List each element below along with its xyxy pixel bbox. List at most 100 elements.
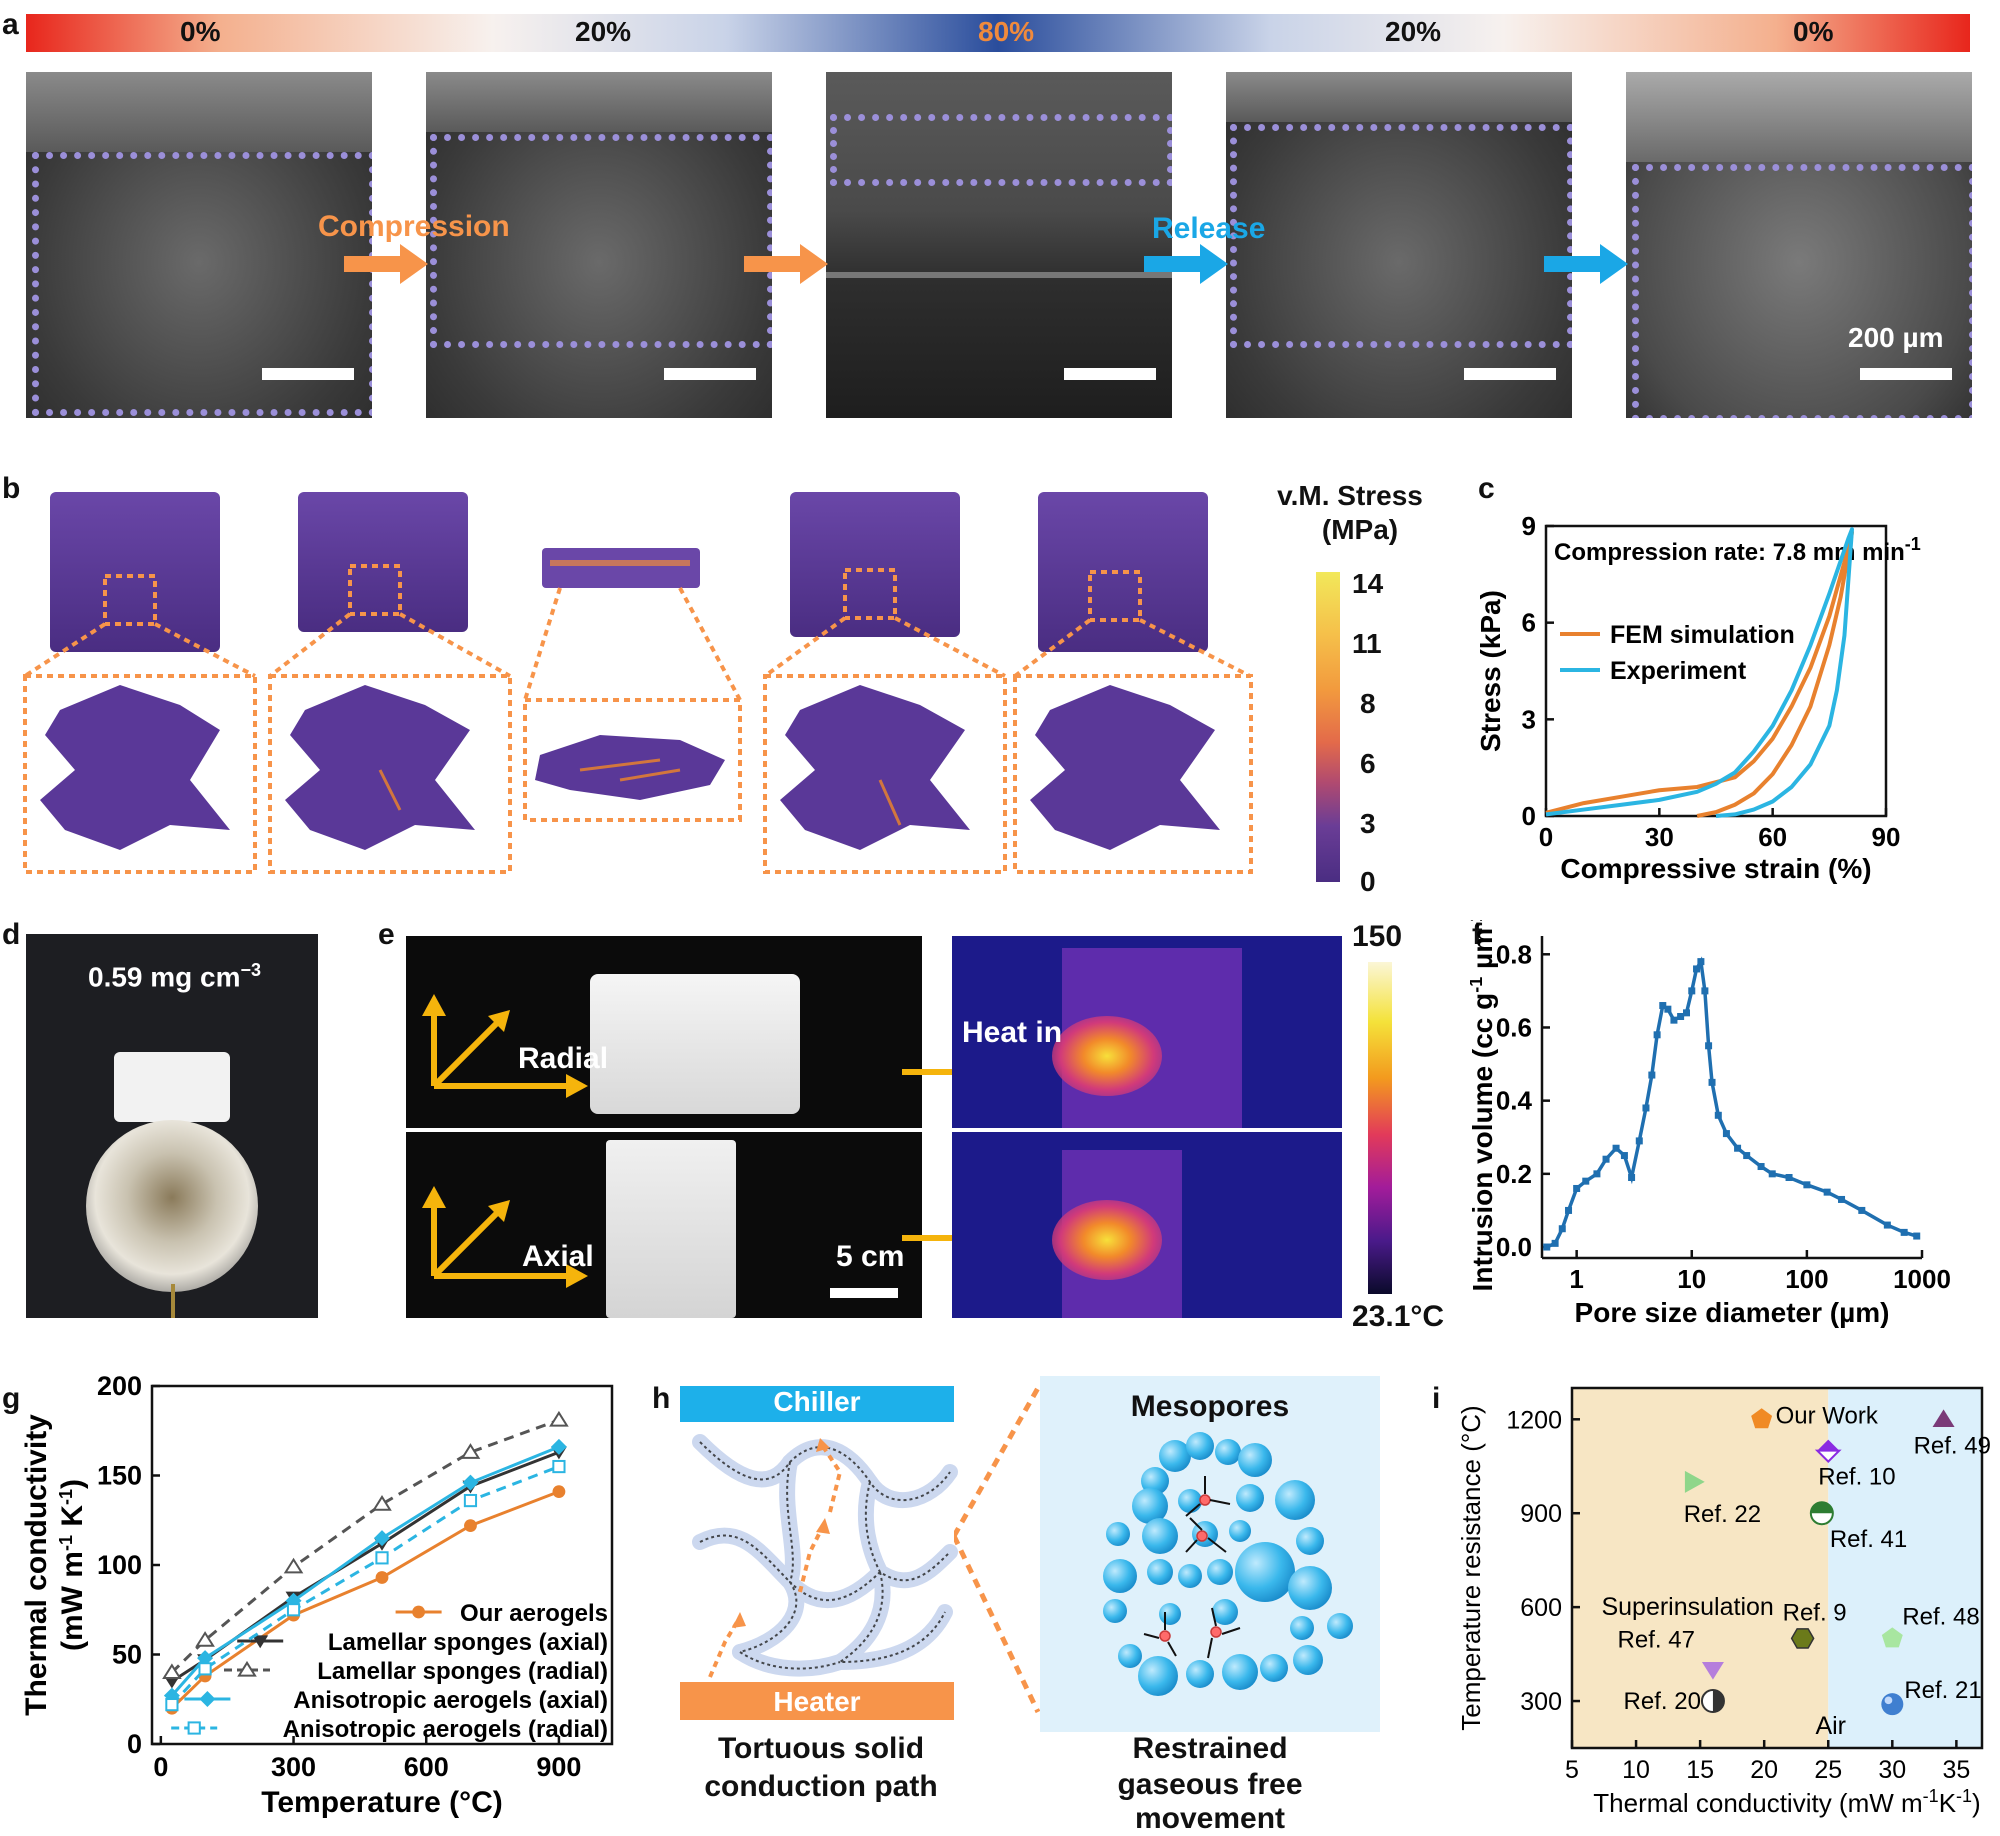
- chiller-label: Chiller: [773, 1386, 861, 1417]
- sem-image-3: [826, 72, 1172, 418]
- compression-arrow-2: [744, 244, 828, 284]
- y-tick-label: 0.6: [1496, 1012, 1532, 1042]
- data-point: [1743, 1152, 1751, 1160]
- mesopores-label: Mesopores: [1130, 1390, 1290, 1423]
- sem-image-4: [1226, 72, 1572, 418]
- compression-arrow-1: [344, 244, 428, 284]
- y-tick-label: 300: [1520, 1688, 1562, 1716]
- legend-label-1: FEM simulation: [1610, 621, 1795, 649]
- strain-label-2: 20%: [575, 16, 632, 47]
- data-point: [1648, 1071, 1656, 1079]
- data-point: [552, 1485, 566, 1499]
- x-tick-label: 20: [1750, 1756, 1778, 1784]
- legend-marker-1: [412, 1605, 425, 1619]
- cbar-min-label: 23.1°C: [1352, 1300, 1445, 1333]
- panel-label-i: i: [1432, 1382, 1441, 1415]
- x-tick-label: 600: [404, 1752, 449, 1782]
- y-tick-label: 1200: [1506, 1406, 1562, 1434]
- legend-label-1: Our aerogels: [460, 1600, 608, 1627]
- data-point: [1688, 987, 1696, 995]
- compression-label: Compression: [318, 210, 510, 243]
- release-label: Release: [1152, 212, 1266, 245]
- sem-image-5: 200 µm: [1626, 72, 1972, 418]
- data-point-3: [1814, 1439, 1842, 1464]
- point-label-7: Ref. 48: [1902, 1603, 1979, 1630]
- data-point: [1573, 1184, 1581, 1192]
- data-point: [1714, 1111, 1722, 1119]
- data-point-9: [1700, 1689, 1725, 1714]
- data-point: [1635, 1137, 1643, 1145]
- x-axis-label: Compressive strain (%): [1560, 853, 1871, 884]
- x-tick-label: 0: [1539, 822, 1553, 852]
- x-tick-label: 10: [1677, 1264, 1706, 1294]
- data-point-2: [1932, 1409, 1955, 1428]
- data-point: [1620, 1152, 1628, 1160]
- strain-label-3: 80%: [978, 16, 1035, 47]
- x-tick-label: 30: [1878, 1756, 1906, 1784]
- data-point: [1551, 1239, 1559, 1247]
- data-point: [285, 1592, 302, 1609]
- point-label-6: Ref. 9: [1783, 1599, 1847, 1626]
- panel-label-b: b: [2, 472, 21, 505]
- data-point: [1593, 1170, 1601, 1178]
- plot-frame: [1570, 1386, 1984, 1750]
- scale-bar-label: 200 µm: [1848, 322, 1944, 353]
- data-point: [1670, 1016, 1678, 1024]
- colorbar-tick-3: 3: [1360, 808, 1376, 839]
- y-tick-label: 0: [127, 1729, 142, 1759]
- x-tick-label: 300: [271, 1752, 316, 1782]
- x-axis-label: Temperature (°C): [261, 1786, 502, 1819]
- strain-label-4: 20%: [1385, 16, 1442, 47]
- legend-label-5: Anisotropic aerogels (radial): [283, 1716, 608, 1743]
- panel-label-g: g: [2, 1382, 21, 1415]
- y-tick-label: 0.4: [1496, 1086, 1533, 1116]
- data-point: [1701, 987, 1709, 995]
- panel-label-c: c: [1478, 472, 1495, 505]
- data-point: [1642, 1104, 1650, 1112]
- cube-3-compressed: [542, 548, 700, 588]
- data-point-7: [1881, 1627, 1903, 1648]
- data-point: [1913, 1232, 1921, 1240]
- colorbar-tick-8: 8: [1360, 688, 1376, 719]
- y-tick-label: 3: [1522, 704, 1536, 734]
- aerogel-block: [114, 1052, 230, 1122]
- data-point: [464, 1519, 477, 1533]
- y-axis-label: Intrusion volume (cc g-1 µm-1): [1470, 920, 1498, 1291]
- caption-right-3: movement: [1134, 1802, 1286, 1835]
- y-tick-label: 9: [1522, 511, 1536, 541]
- legend-marker-3: [237, 1660, 257, 1677]
- colorbar-title-2: (MPa): [1321, 514, 1399, 545]
- y-tick-label: 6: [1522, 608, 1536, 638]
- legend-label-4: Anisotropic aerogels (axial): [293, 1687, 608, 1714]
- density-label: 0.59 mg cm−3: [88, 960, 262, 993]
- point-label-2: Ref. 49: [1914, 1432, 1991, 1459]
- data-point-4: [1684, 1470, 1705, 1493]
- data-point: [549, 1410, 569, 1427]
- data-point: [1785, 1174, 1793, 1181]
- y-tick-label: 900: [1520, 1500, 1562, 1528]
- thermal-image-radial: [952, 936, 1342, 1128]
- cbar-max-label: 150: [1352, 920, 1403, 953]
- strain-gradient-bar: [26, 14, 1970, 52]
- series-line-2: [1545, 527, 1854, 818]
- data-point: [374, 1530, 390, 1547]
- y-tick-label: 100: [97, 1550, 142, 1580]
- data-point: [1768, 1170, 1776, 1178]
- data-point: [1883, 1221, 1891, 1229]
- data-point: [1803, 1181, 1811, 1189]
- data-point-5: [1809, 1501, 1834, 1526]
- y-tick-label: 200: [97, 1371, 142, 1401]
- data-point: [162, 1663, 182, 1679]
- point-label-4: Ref. 22: [1684, 1501, 1761, 1528]
- data-point: [165, 1698, 179, 1712]
- data-point: [1582, 1177, 1590, 1185]
- y-axis-label: Stress (kPa): [1475, 590, 1506, 752]
- x-tick-label: 90: [1872, 822, 1901, 852]
- data-point: [1653, 1031, 1661, 1039]
- x-tick-label: 1: [1569, 1264, 1583, 1294]
- superinsulation-region: [1572, 1388, 1829, 1748]
- x-axis-label: Pore size diameter (µm): [1575, 1297, 1890, 1328]
- data-point: [372, 1495, 392, 1511]
- x-tick-label: 25: [1814, 1756, 1842, 1784]
- data-point: [1659, 1002, 1667, 1010]
